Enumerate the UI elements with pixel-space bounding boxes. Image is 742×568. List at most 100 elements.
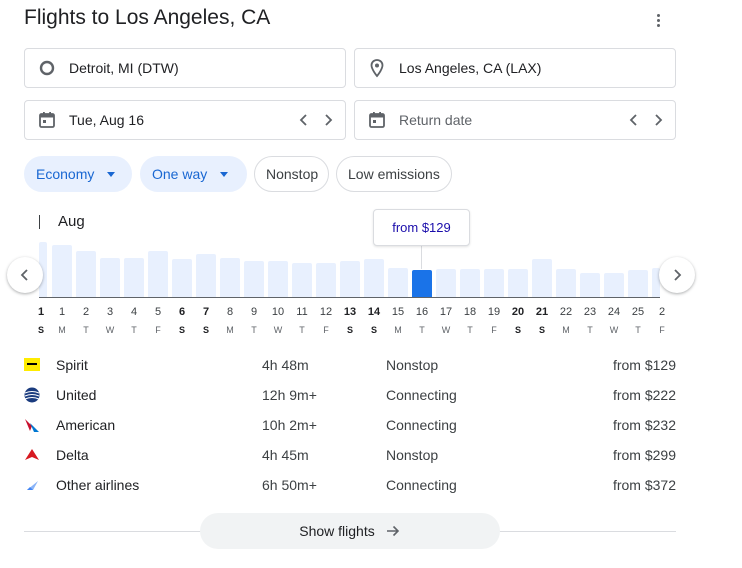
flight-stops: Connecting xyxy=(386,387,457,403)
flight-price: from $299 xyxy=(612,447,676,463)
graph-next-button[interactable] xyxy=(659,257,695,293)
price-bar-day-13[interactable] xyxy=(340,261,360,298)
price-bar-day-19[interactable] xyxy=(484,269,504,298)
graph-prev-button[interactable] xyxy=(7,257,43,293)
price-bar-day-8[interactable] xyxy=(220,258,240,298)
day-22-number: 22 xyxy=(559,306,573,318)
price-bar-day-22[interactable] xyxy=(556,269,576,298)
price-bar-day-24[interactable] xyxy=(604,273,624,298)
day-16-weekday: T xyxy=(419,325,425,335)
trip-type-dropdown[interactable]: One way xyxy=(140,156,247,192)
price-bar-day-4[interactable] xyxy=(124,258,144,298)
show-flights-label: Show flights xyxy=(299,523,375,539)
day-23-number: 23 xyxy=(583,306,597,318)
chevron-right-icon[interactable] xyxy=(649,111,667,129)
day-22-weekday: M xyxy=(562,325,570,335)
more-options-icon[interactable] xyxy=(648,10,668,30)
price-graph xyxy=(39,236,660,298)
plane-icon xyxy=(27,481,38,490)
spirit-logo-icon xyxy=(24,358,40,371)
price-bar-day-14[interactable] xyxy=(364,259,384,298)
origin-circle-icon xyxy=(39,60,55,76)
chevron-right-icon[interactable] xyxy=(319,111,337,129)
chevron-left-icon[interactable] xyxy=(295,111,313,129)
united-logo-icon xyxy=(24,387,40,403)
day-2-number: 2 xyxy=(82,306,90,318)
nonstop-filter-chip[interactable]: Nonstop xyxy=(254,156,329,192)
depart-date-field[interactable]: Tue, Aug 16 xyxy=(24,100,346,140)
airline-name: Delta xyxy=(56,447,89,463)
day-14-weekday: S xyxy=(370,325,377,335)
airline-row-american[interactable]: American 10h 2m+ Connecting from $232 xyxy=(24,410,676,440)
nonstop-label: Nonstop xyxy=(266,166,319,182)
day-15-number: 15 xyxy=(391,306,405,318)
airline-row-united[interactable]: United 12h 9m+ Connecting from $222 xyxy=(24,380,676,410)
show-flights-button[interactable]: Show flights xyxy=(200,513,500,549)
price-bar-day-23[interactable] xyxy=(580,273,600,298)
day-18-number: 18 xyxy=(463,306,477,318)
airline-row-spirit[interactable]: Spirit 4h 48m Nonstop from $129 xyxy=(24,350,676,380)
price-bar-day-11[interactable] xyxy=(292,263,312,298)
day-21-weekday: S xyxy=(538,325,545,335)
price-bar-day-18[interactable] xyxy=(460,269,480,298)
day-25-number: 25 xyxy=(631,306,645,318)
price-bar-day-16[interactable] xyxy=(412,270,432,298)
day-7-weekday: S xyxy=(202,325,209,335)
price-bar-day-12[interactable] xyxy=(316,263,336,298)
price-bar-day-20[interactable] xyxy=(508,269,528,298)
day-17-weekday: W xyxy=(441,325,451,335)
flight-stops: Nonstop xyxy=(386,447,439,463)
day-7-number: 7 xyxy=(202,306,210,318)
price-bar-day-9[interactable] xyxy=(244,261,264,298)
destination-field[interactable]: Los Angeles, CA (LAX) xyxy=(354,48,676,88)
origin-field[interactable]: Detroit, MI (DTW) xyxy=(24,48,346,88)
price-bar-day-2[interactable] xyxy=(76,251,96,298)
american-logo-icon xyxy=(25,419,39,432)
price-bar-day-6[interactable] xyxy=(172,259,192,298)
day-edge-next-number: 2 xyxy=(658,306,666,318)
flight-duration: 10h 2m+ xyxy=(262,417,317,433)
day-19-number: 19 xyxy=(487,306,501,318)
chevron-left-icon[interactable] xyxy=(625,111,643,129)
airline-row-delta[interactable]: Delta 4h 45m Nonstop from $299 xyxy=(24,440,676,470)
return-date-placeholder: Return date xyxy=(399,112,473,128)
flight-price: from $222 xyxy=(612,387,676,403)
day-5-number: 5 xyxy=(154,306,162,318)
day-25-weekday: T xyxy=(635,325,641,335)
day-9-weekday: T xyxy=(251,325,257,335)
day-21-number: 21 xyxy=(535,306,549,318)
price-bar-day-10[interactable] xyxy=(268,261,288,298)
month-label: Aug xyxy=(58,213,85,230)
airline-row-other[interactable]: Other airlines 6h 50m+ Connecting from $… xyxy=(24,470,676,500)
day-24-weekday: W xyxy=(609,325,619,335)
return-date-field[interactable]: Return date xyxy=(354,100,676,140)
caret-down-icon xyxy=(107,171,116,177)
price-bar-day-15[interactable] xyxy=(388,268,408,298)
page-title: Flights to Los Angeles, CA xyxy=(24,6,271,29)
price-bar-edge-next[interactable] xyxy=(652,268,660,298)
day-11-weekday: T xyxy=(299,325,305,335)
day-14-number: 14 xyxy=(367,306,381,318)
trip-type-label: One way xyxy=(152,166,208,182)
calendar-icon xyxy=(369,112,385,128)
day-4-number: 4 xyxy=(130,306,138,318)
day-1-weekday: M xyxy=(58,325,66,335)
price-bar-day-25[interactable] xyxy=(628,270,648,298)
price-bar-edge-prev[interactable] xyxy=(39,242,47,298)
day-15-weekday: M xyxy=(394,325,402,335)
price-tooltip: from $129 xyxy=(373,209,470,246)
price-bar-day-3[interactable] xyxy=(100,258,120,298)
low-emissions-filter-chip[interactable]: Low emissions xyxy=(336,156,452,192)
price-bar-day-1[interactable] xyxy=(52,245,72,298)
flight-price: from $129 xyxy=(612,357,676,373)
day-edge-prev-number: 1 xyxy=(37,306,45,318)
price-bar-day-7[interactable] xyxy=(196,254,216,298)
cabin-class-dropdown[interactable]: Economy xyxy=(24,156,132,192)
day-edge-next-weekday: F xyxy=(659,325,665,335)
price-bar-day-17[interactable] xyxy=(436,269,456,298)
location-pin-icon xyxy=(370,59,384,78)
tooltip-stem xyxy=(421,246,422,269)
cabin-class-label: Economy xyxy=(36,166,95,182)
price-bar-day-21[interactable] xyxy=(532,259,552,298)
price-bar-day-5[interactable] xyxy=(148,251,168,298)
